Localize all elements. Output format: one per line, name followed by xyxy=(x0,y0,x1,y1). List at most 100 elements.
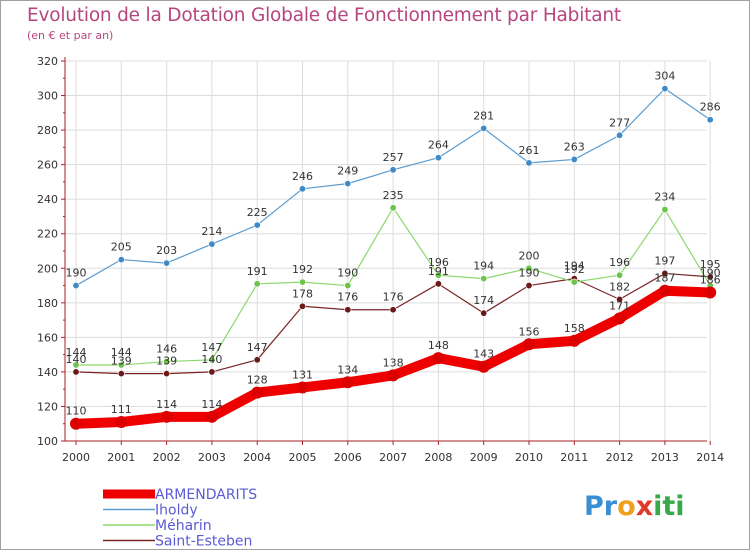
x-tick-label: 2002 xyxy=(153,451,181,464)
y-tick-label: 140 xyxy=(37,366,58,379)
y-tick-label: 280 xyxy=(37,124,58,137)
data-point xyxy=(298,278,306,286)
data-point xyxy=(298,302,306,310)
x-tick-label: 2005 xyxy=(289,451,317,464)
data-label: 190 xyxy=(700,267,721,280)
data-point xyxy=(480,124,488,132)
data-label: 143 xyxy=(473,348,494,361)
data-label: 225 xyxy=(247,206,268,219)
data-label: 192 xyxy=(292,263,313,276)
data-label: 257 xyxy=(383,151,404,164)
data-label: 174 xyxy=(473,294,494,307)
data-label: 190 xyxy=(337,267,358,280)
x-tick-label: 2008 xyxy=(424,451,452,464)
data-label: 194 xyxy=(564,260,585,273)
data-point xyxy=(117,370,125,378)
data-point xyxy=(72,361,80,369)
data-point xyxy=(70,417,82,430)
data-label: 246 xyxy=(292,170,313,183)
data-label: 148 xyxy=(428,339,449,352)
data-point xyxy=(523,338,535,351)
data-point xyxy=(616,271,624,279)
data-label: 176 xyxy=(337,291,358,304)
x-tick-label: 2014 xyxy=(696,451,724,464)
data-point xyxy=(163,259,171,267)
x-tick-label: 2007 xyxy=(379,451,407,464)
data-point xyxy=(208,368,216,376)
chart-subtitle: (en € et par an) xyxy=(27,29,114,42)
data-point xyxy=(658,284,671,297)
data-label: 131 xyxy=(292,368,313,381)
data-point xyxy=(115,416,128,428)
data-label: 249 xyxy=(337,165,358,178)
data-point xyxy=(661,269,669,277)
logo-letter: x xyxy=(635,491,654,522)
data-point xyxy=(704,286,717,299)
data-point xyxy=(706,273,714,281)
y-tick-label: 120 xyxy=(37,400,58,413)
data-label: 214 xyxy=(201,225,222,238)
y-tick-label: 320 xyxy=(37,55,58,68)
data-label: 196 xyxy=(609,256,630,269)
data-label: 144 xyxy=(66,346,87,359)
data-point xyxy=(163,370,171,378)
data-point xyxy=(72,368,80,376)
y-tick-label: 220 xyxy=(37,228,58,241)
logo-letter: t xyxy=(662,491,676,522)
data-point xyxy=(706,116,714,124)
data-label: 140 xyxy=(66,353,87,366)
data-point xyxy=(616,295,624,303)
data-point xyxy=(570,155,578,163)
data-point xyxy=(251,386,264,399)
data-point xyxy=(525,264,533,272)
data-point xyxy=(253,280,261,288)
data-point xyxy=(344,282,352,290)
logo-letter: r xyxy=(603,491,618,522)
y-tick-label: 200 xyxy=(37,262,58,275)
x-tick-label: 2006 xyxy=(334,451,362,464)
data-point xyxy=(72,282,80,290)
data-point xyxy=(613,312,626,325)
x-tick-label: 2001 xyxy=(107,451,135,464)
x-tick-label: 2010 xyxy=(515,451,543,464)
data-label: 111 xyxy=(111,403,132,416)
data-label: 194 xyxy=(473,260,494,273)
data-label: 264 xyxy=(428,139,449,152)
data-point xyxy=(389,306,397,314)
data-label: 147 xyxy=(247,341,268,354)
data-label: 114 xyxy=(201,398,222,411)
data-point xyxy=(344,180,352,188)
y-tick-label: 100 xyxy=(37,435,58,448)
data-label: 138 xyxy=(383,356,404,369)
data-label: 140 xyxy=(201,353,222,366)
data-point xyxy=(205,410,218,423)
data-label: 147 xyxy=(201,341,222,354)
chart-title: Evolution de la Dotation Globale de Fonc… xyxy=(27,5,621,26)
data-label: 196 xyxy=(428,256,449,269)
data-label: 205 xyxy=(111,241,132,254)
data-label: 197 xyxy=(654,254,675,267)
data-label: 191 xyxy=(428,265,449,278)
data-point xyxy=(117,361,125,369)
data-point xyxy=(253,356,261,364)
x-tick-label: 2011 xyxy=(560,451,588,464)
data-point xyxy=(298,185,306,193)
data-point xyxy=(341,376,354,389)
series-lines xyxy=(70,85,717,430)
data-label: 200 xyxy=(519,249,540,262)
data-point xyxy=(480,309,488,317)
data-point xyxy=(616,131,624,139)
data-point xyxy=(344,306,352,314)
data-label: 139 xyxy=(156,355,177,368)
data-label: 144 xyxy=(111,346,132,359)
data-label: 182 xyxy=(609,280,630,293)
data-point xyxy=(525,159,533,167)
data-point xyxy=(389,204,397,212)
data-label: 190 xyxy=(519,267,540,280)
logo-letter: P xyxy=(584,491,604,522)
logo-letter: i xyxy=(675,491,685,522)
data-label: 277 xyxy=(609,116,630,129)
